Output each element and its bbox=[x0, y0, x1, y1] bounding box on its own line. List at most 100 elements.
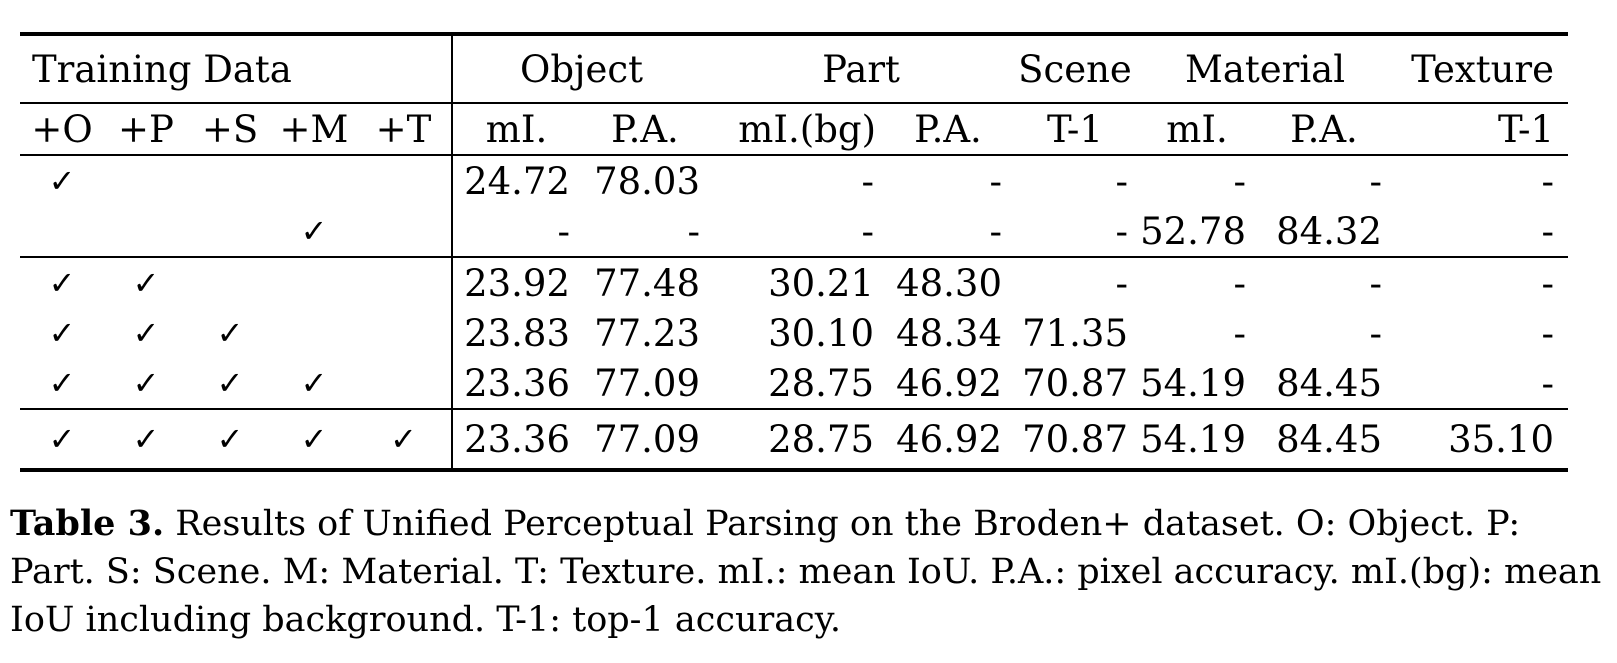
value-cell: - bbox=[1256, 256, 1392, 308]
check-cell bbox=[188, 256, 272, 308]
value-cell: 24.72 bbox=[451, 154, 580, 206]
value-cell: - bbox=[1392, 256, 1568, 308]
value-cell: 48.30 bbox=[884, 256, 1012, 308]
value-cell: 46.92 bbox=[896, 361, 1002, 405]
value-cell: 30.10 bbox=[768, 311, 874, 355]
sub-header-cell: P.A. bbox=[884, 102, 1012, 155]
value-cell: - bbox=[1541, 311, 1554, 355]
value-cell: - bbox=[687, 209, 700, 253]
value-cell: - bbox=[1541, 361, 1554, 405]
check-cell bbox=[272, 308, 356, 358]
value-cell: - bbox=[1392, 154, 1568, 206]
check-cell: ✓ bbox=[132, 314, 160, 352]
sub-header-cell: mI.(bg) bbox=[710, 102, 884, 155]
check-cell bbox=[20, 206, 104, 257]
group-header-texture: Texture bbox=[1392, 32, 1568, 103]
value-cell: 54.19 bbox=[1140, 361, 1246, 405]
check-cell: ✓ bbox=[20, 154, 104, 206]
check-cell: ✓ bbox=[216, 314, 244, 352]
check-cell bbox=[356, 308, 452, 358]
table-row: ✓ - - - - -52.78 84.32- bbox=[20, 206, 1568, 257]
group-header-row: Training Data Object Part Scene Material… bbox=[20, 32, 1568, 103]
value-cell: - bbox=[451, 206, 580, 257]
value-cell: - bbox=[1369, 311, 1382, 355]
sub-header-cell: mI. bbox=[451, 102, 580, 155]
group-header-part: Part bbox=[710, 32, 1012, 103]
caption-label: Table 3. bbox=[10, 503, 165, 544]
value-cell: 52.78 bbox=[1140, 209, 1246, 253]
value-cell: - bbox=[1115, 209, 1128, 253]
value-cell: 46.92 bbox=[884, 408, 1012, 472]
results-table: Training Data Object Part Scene Material… bbox=[20, 32, 1568, 472]
check-cell: ✓ bbox=[48, 364, 76, 402]
value-cell: 71.35 bbox=[1022, 311, 1128, 355]
value-cell: - bbox=[1541, 209, 1554, 253]
check-cell bbox=[356, 358, 452, 409]
value-cell: 77.09 bbox=[594, 361, 700, 405]
value-cell: 28.75 bbox=[710, 408, 884, 472]
check-cell bbox=[104, 154, 188, 206]
value-cell: 78.03 bbox=[580, 154, 710, 206]
sub-header-cell: +S bbox=[188, 102, 272, 155]
table-row: ✓ ✓ ✓ 23.83 77.23 30.10 48.34 71.35 - - - bbox=[20, 308, 1568, 358]
value-cell: - bbox=[861, 209, 874, 253]
check-cell: ✓ bbox=[216, 364, 244, 402]
value-cell: - bbox=[1138, 256, 1256, 308]
value-cell: 48.34 bbox=[896, 311, 1002, 355]
group-header-training-data: Training Data bbox=[20, 32, 452, 103]
group-header-material: Material bbox=[1138, 32, 1392, 103]
value-cell: 23.36 bbox=[451, 408, 580, 472]
table-caption: Table 3. Results of Unified Perceptual P… bbox=[10, 500, 1610, 644]
check-cell bbox=[272, 256, 356, 308]
value-cell: 70.87 bbox=[1012, 408, 1138, 472]
value-cell: 77.09 bbox=[580, 408, 710, 472]
check-cell: ✓ bbox=[132, 364, 160, 402]
check-cell: ✓ bbox=[20, 256, 104, 308]
sub-header-cell: P.A. bbox=[580, 102, 710, 155]
check-cell bbox=[188, 154, 272, 206]
value-cell: - bbox=[1138, 154, 1256, 206]
sub-header-cell: +T bbox=[356, 102, 452, 155]
sub-header-row: +O +P +S +M +T mI. P.A. mI.(bg) P.A. T-1 mI. P.A. T-… bbox=[20, 102, 1568, 155]
caption-text: Results of Unified Perceptual Parsing on… bbox=[10, 504, 1602, 640]
sub-header-cell: +M bbox=[272, 102, 356, 155]
check-cell: ✓ bbox=[104, 256, 188, 308]
value-cell: - bbox=[884, 154, 1012, 206]
value-cell: 70.87 bbox=[1022, 361, 1128, 405]
sub-header-cell: mI. bbox=[1138, 102, 1256, 155]
value-cell: - bbox=[989, 209, 1002, 253]
check-cell bbox=[188, 206, 272, 257]
check-cell: ✓ bbox=[20, 408, 104, 472]
value-cell: - bbox=[710, 154, 884, 206]
check-cell: ✓ bbox=[300, 364, 328, 402]
group-header-scene: Scene bbox=[1012, 32, 1138, 103]
value-cell: 35.10 bbox=[1392, 408, 1568, 472]
sub-header-cell: T-1 bbox=[1012, 102, 1138, 155]
check-cell: ✓ bbox=[48, 314, 76, 352]
value-cell: 77.23 bbox=[594, 311, 700, 355]
check-cell bbox=[356, 206, 452, 257]
value-cell: 23.83 bbox=[451, 308, 580, 358]
value-cell: 23.92 bbox=[451, 256, 580, 308]
table-row: ✓ 24.72 78.03- - - - - - bbox=[20, 154, 1568, 206]
sub-header-cell: T-1 bbox=[1392, 102, 1568, 155]
value-cell: 84.45 bbox=[1256, 408, 1392, 472]
value-cell: - bbox=[1256, 154, 1392, 206]
table-row: ✓ ✓ ✓ ✓ ✓ 23.36 77.09 28.75 46.92 70.87 54.19 84.45… bbox=[20, 408, 1568, 472]
value-cell: 84.45 bbox=[1276, 361, 1382, 405]
value-cell: 23.36 bbox=[451, 358, 580, 409]
table-row: ✓ ✓ 23.92 77.48 30.21 48.30- - - - bbox=[20, 256, 1568, 308]
group-header-object: Object bbox=[451, 32, 710, 103]
check-cell: ✓ bbox=[188, 408, 272, 472]
sub-header-cell: +O bbox=[20, 102, 104, 155]
value-cell: - bbox=[1233, 311, 1246, 355]
check-cell bbox=[104, 206, 188, 257]
value-cell: 28.75 bbox=[768, 361, 874, 405]
check-cell: ✓ bbox=[272, 408, 356, 472]
check-cell: ✓ bbox=[104, 408, 188, 472]
value-cell: - bbox=[1012, 256, 1138, 308]
value-cell: 54.19 bbox=[1138, 408, 1256, 472]
sub-header-cell: +P bbox=[104, 102, 188, 155]
value-cell: 30.21 bbox=[710, 256, 884, 308]
check-cell: ✓ bbox=[300, 212, 328, 250]
